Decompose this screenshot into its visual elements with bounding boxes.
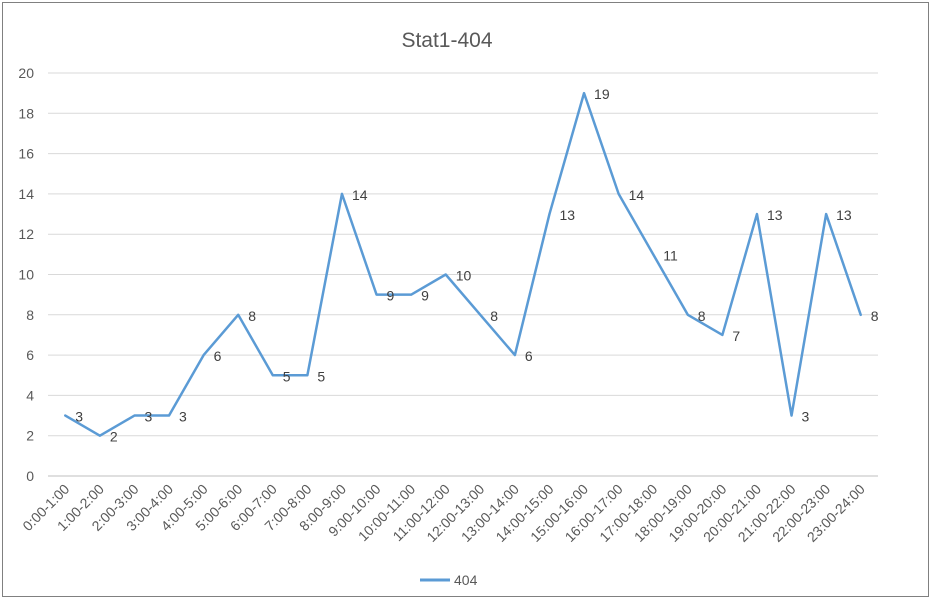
y-tick-label: 18: [18, 105, 34, 121]
data-label: 19: [594, 86, 610, 102]
data-label: 14: [352, 187, 368, 203]
y-tick-label: 8: [26, 307, 34, 323]
data-label: 13: [559, 207, 575, 223]
series-line-404: [64, 91, 862, 437]
data-labels: 3 2 3 3 6 8 5 5 14 9 9 10 8 6 13 19 14 11 8 7 13 3 13 8: [75, 86, 878, 445]
y-tick-label: 10: [18, 267, 34, 283]
data-label: 5: [283, 368, 291, 384]
y-tick-label: 12: [18, 226, 34, 242]
data-label: 6: [525, 348, 533, 364]
data-label: 8: [871, 308, 879, 324]
data-label: 11: [663, 247, 678, 263]
data-label: 14: [629, 187, 645, 203]
data-label: 3: [144, 409, 152, 425]
gridlines: [48, 72, 878, 477]
data-label: 9: [421, 288, 429, 304]
series-lines: [64, 91, 862, 437]
y-tick-label: 4: [26, 387, 34, 403]
data-label: 2: [110, 429, 118, 445]
y-tick-label: 0: [26, 468, 34, 484]
y-tick-label: 14: [18, 186, 34, 202]
data-label: 3: [75, 409, 83, 425]
y-tick-label: 6: [26, 347, 34, 363]
legend-label-404: 404: [454, 572, 478, 588]
data-label: 8: [698, 308, 706, 324]
chart-title: Stat1-404: [401, 29, 492, 52]
y-tick-label: 2: [26, 428, 34, 444]
data-label: 8: [248, 308, 256, 324]
y-tick-label: 20: [18, 65, 34, 81]
x-axis-tick-labels: 0:00-1:001:00-2:002:00-3:003:00-4:004:00…: [19, 481, 868, 545]
data-label: 3: [179, 409, 187, 425]
data-label: 6: [214, 348, 222, 364]
data-label: 7: [732, 328, 740, 344]
y-tick-label: 16: [18, 146, 34, 162]
legend: 404: [420, 572, 478, 588]
data-label: 3: [802, 409, 810, 425]
data-label: 13: [836, 207, 852, 223]
data-label: 10: [456, 268, 472, 284]
data-label: 9: [387, 288, 395, 304]
line-chart: Stat1-404 0 2 4 6 8 10 12 14 16 18 20 0:00-1:001:0…: [18, 29, 878, 588]
y-axis-tick-labels: 0 2 4 6 8 10 12 14 16 18 20: [18, 65, 34, 484]
data-label: 8: [490, 308, 498, 324]
data-label: 13: [767, 207, 783, 223]
data-label: 5: [317, 368, 325, 384]
